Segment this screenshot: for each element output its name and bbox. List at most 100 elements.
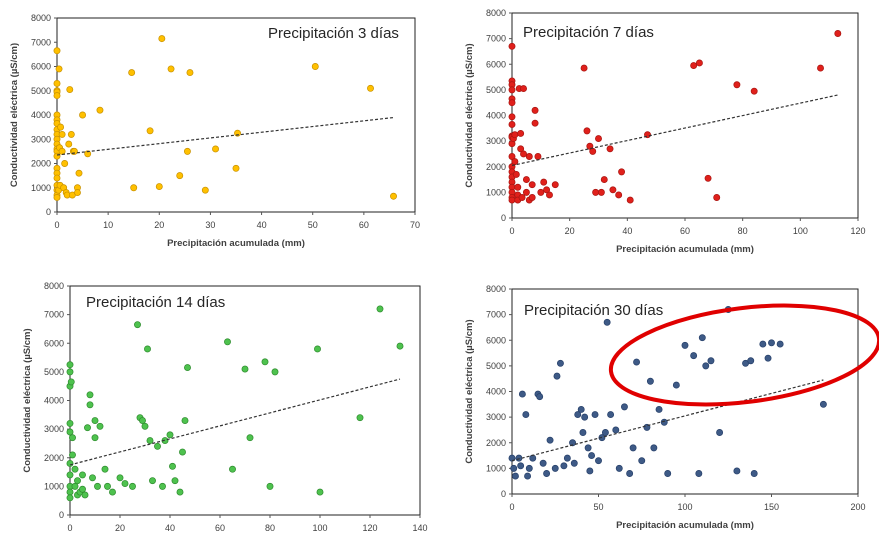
scatter-point: [664, 470, 672, 477]
y-tick-label: 4000: [31, 110, 51, 120]
scatter-point: [376, 305, 384, 313]
scatter-point: [750, 470, 758, 477]
scatter-point: [390, 192, 397, 200]
scatter-point: [702, 362, 710, 370]
x-tick-label: 100: [793, 226, 808, 236]
scatter-point: [621, 403, 628, 411]
y-axis-title: Conductividad eléctrica (µS/cm): [22, 328, 33, 472]
scatter-point: [58, 130, 66, 138]
scatter-point: [733, 81, 741, 89]
y-tick-label: 5000: [44, 367, 64, 377]
scatter-point: [615, 191, 623, 199]
scatter-point: [94, 482, 101, 490]
y-tick-label: 8000: [31, 13, 51, 23]
scatter-point: [581, 413, 589, 421]
y-tick-label: 5000: [486, 361, 506, 371]
scatter-point: [146, 127, 154, 135]
scatter-point: [57, 123, 65, 131]
scatter-point: [626, 470, 634, 477]
y-tick-label: 7000: [31, 37, 51, 47]
scatter-point: [169, 462, 176, 470]
scatter-point: [176, 488, 184, 496]
scatter-point: [600, 176, 608, 184]
scatter-point: [224, 338, 231, 346]
x-tick-label: 60: [680, 226, 690, 236]
scatter-point: [522, 411, 530, 419]
scatter-point: [246, 434, 254, 442]
scatter-point: [186, 69, 194, 77]
scatter-point: [633, 358, 641, 366]
scatter-point: [176, 172, 184, 180]
scatter-point: [518, 194, 526, 201]
scatter-point: [183, 147, 191, 155]
scatter-point: [517, 145, 525, 153]
scatter-point: [66, 428, 74, 436]
scatter-point: [569, 439, 577, 447]
y-tick-label: 7000: [486, 310, 506, 320]
scatter-point: [517, 462, 525, 470]
y-tick-label: 4000: [486, 111, 506, 121]
scatter-point: [579, 429, 587, 436]
panel-title: Precipitación 7 días: [523, 24, 654, 41]
scatter-point: [601, 429, 609, 436]
scatter-point: [508, 153, 516, 160]
x-tick-label: 10: [103, 220, 113, 230]
scatter-point: [510, 464, 518, 472]
scatter-point: [96, 106, 104, 114]
y-tick-label: 3000: [44, 424, 64, 434]
scatter-point: [546, 436, 554, 444]
scatter-point: [529, 454, 537, 462]
scatter-point: [768, 339, 775, 347]
scatter-point: [171, 477, 179, 485]
scatter-point: [86, 401, 94, 409]
scatter-point: [271, 368, 279, 376]
x-tick-label: 0: [67, 523, 72, 533]
scatter-point: [690, 62, 698, 69]
scatter-point: [528, 181, 536, 189]
scatter-point: [536, 393, 544, 401]
scatter-point: [525, 153, 533, 160]
scatter-point: [266, 482, 274, 490]
scatter-point: [508, 196, 516, 204]
scatter-point: [553, 372, 561, 380]
x-tick-label: 80: [738, 226, 748, 236]
y-tick-label: 7000: [44, 310, 64, 320]
y-tick-label: 2000: [486, 162, 506, 172]
scatter-point: [520, 150, 527, 158]
scatter-point: [53, 47, 61, 55]
scatter-point: [109, 488, 116, 496]
y-tick-label: 2000: [31, 159, 51, 169]
scatter-point: [511, 131, 519, 139]
x-tick-label: 30: [205, 220, 215, 230]
y-tick-label: 0: [501, 213, 506, 223]
scatter-point: [626, 196, 634, 204]
scatter-point: [759, 340, 767, 348]
scatter-point: [86, 391, 94, 399]
scatter-point: [53, 174, 61, 182]
scatter-point: [66, 488, 74, 496]
scatter-point: [518, 390, 526, 398]
scatter-point: [65, 140, 73, 148]
x-tick-label: 80: [265, 523, 275, 533]
scatter-point: [101, 465, 109, 473]
scatter-point: [508, 99, 516, 107]
scatter-point: [584, 444, 592, 452]
scatter-point: [520, 85, 527, 93]
scatter-point: [146, 437, 154, 445]
scatter-point: [66, 86, 74, 93]
scatter-point: [158, 35, 166, 43]
panel-title: Precipitación 30 días: [524, 302, 663, 319]
x-tick-label: 150: [764, 502, 779, 512]
x-tick-label: 40: [165, 523, 175, 533]
scatter-point: [155, 183, 163, 190]
scatter-point: [817, 64, 824, 72]
y-tick-label: 3000: [31, 134, 51, 144]
scatter-point: [66, 361, 74, 369]
scatter-point: [129, 482, 136, 490]
x-tick-label: 0: [509, 502, 514, 512]
x-axis-title: Precipitación acumulada (mm): [616, 244, 754, 255]
trendline: [511, 94, 838, 167]
y-tick-label: 6000: [486, 335, 506, 345]
x-tick-label: 100: [677, 502, 692, 512]
scatter-point: [232, 164, 240, 172]
